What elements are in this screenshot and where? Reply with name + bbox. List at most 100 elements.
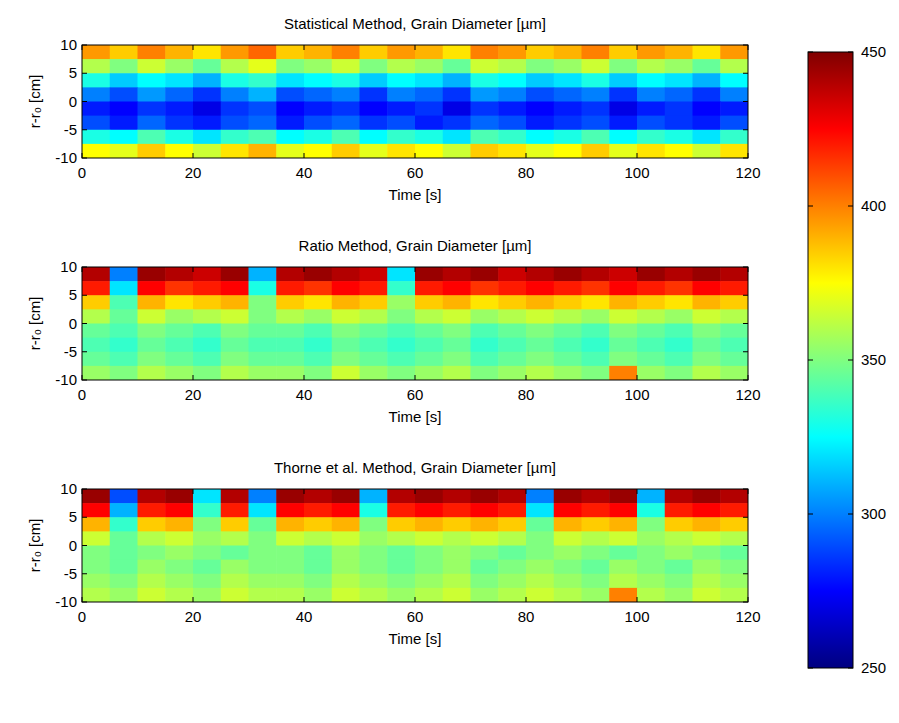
heat-cell	[165, 45, 193, 60]
heat-cell	[554, 309, 582, 324]
heat-cell	[360, 503, 388, 518]
heat-cell	[554, 503, 582, 518]
heat-cell	[221, 517, 249, 532]
heat-cell	[554, 366, 582, 380]
heat-cell	[165, 130, 193, 145]
x-tick-label: 0	[78, 608, 86, 625]
heat-cell	[693, 281, 721, 296]
heat-cell	[665, 45, 693, 60]
heat-cell	[471, 281, 499, 296]
heat-cell	[498, 116, 526, 131]
x-tick-label: 100	[624, 386, 649, 403]
cells	[82, 45, 748, 158]
heat-cell	[720, 574, 748, 589]
heat-cell	[165, 366, 193, 380]
heat-cell	[304, 102, 332, 117]
heat-cell	[304, 338, 332, 353]
heat-cell	[249, 73, 277, 88]
heat-cell	[193, 503, 221, 518]
heat-cell	[665, 574, 693, 589]
x-tick	[193, 153, 194, 158]
heat-cell	[693, 45, 721, 60]
heat-cell	[165, 324, 193, 339]
heat-cell	[609, 546, 637, 561]
heat-cell	[221, 503, 249, 518]
heat-cell	[637, 87, 665, 102]
y-tick	[743, 129, 748, 130]
heat-cell	[471, 489, 499, 504]
heat-cell	[304, 295, 332, 310]
heat-cell	[360, 73, 388, 88]
heat-cell	[637, 517, 665, 532]
heat-cell	[415, 267, 443, 282]
heat-cell	[471, 116, 499, 131]
heat-cell	[582, 87, 610, 102]
heat-cell	[110, 309, 138, 324]
heat-cell	[82, 130, 110, 145]
heat-cell	[332, 281, 360, 296]
heat-cell	[665, 324, 693, 339]
heat-cell	[276, 366, 304, 380]
heat-cell	[249, 45, 277, 60]
heat-cell	[443, 366, 471, 380]
x-tick-label: 120	[735, 386, 760, 403]
colorbar-tick	[808, 360, 813, 361]
heat-cell	[415, 352, 443, 367]
heat-cell	[249, 503, 277, 518]
colorbar-tick	[808, 52, 813, 53]
y-tick	[82, 380, 87, 381]
heat-cell	[637, 352, 665, 367]
y-tick	[82, 267, 87, 268]
heat-cell	[110, 338, 138, 353]
x-tick-label: 20	[185, 164, 202, 181]
heat-cell	[665, 366, 693, 380]
y-tick	[82, 545, 87, 546]
heat-cell	[193, 45, 221, 60]
x-tick	[526, 597, 527, 602]
heat-cell	[221, 574, 249, 589]
heat-cell	[332, 531, 360, 546]
x-tick	[193, 45, 194, 50]
heat-cell	[637, 574, 665, 589]
y-tick	[82, 517, 87, 518]
heat-cell	[138, 503, 166, 518]
heat-cell	[498, 324, 526, 339]
heat-cell	[387, 144, 415, 158]
heat-cell	[415, 45, 443, 60]
heat-cell	[609, 130, 637, 145]
heat-cell	[110, 517, 138, 532]
heat-cell	[582, 531, 610, 546]
heat-cell	[221, 130, 249, 145]
x-tick-label: 40	[296, 386, 313, 403]
heat-cell	[498, 352, 526, 367]
heat-cell	[138, 144, 166, 158]
heat-cell	[498, 560, 526, 575]
heat-cell	[665, 267, 693, 282]
heat-cell	[304, 352, 332, 367]
heat-cell	[387, 59, 415, 74]
x-tick-label: 80	[518, 386, 535, 403]
heat-cell	[443, 116, 471, 131]
colorbar-tick	[808, 514, 813, 515]
heat-cell	[249, 352, 277, 367]
heat-cell	[526, 73, 554, 88]
heat-cell	[609, 503, 637, 518]
heat-cell	[332, 130, 360, 145]
heat-cell	[720, 102, 748, 117]
y-tick	[82, 323, 87, 324]
heat-cell	[443, 324, 471, 339]
heat-cell	[720, 309, 748, 324]
x-tick	[82, 489, 83, 494]
heat-cell	[304, 281, 332, 296]
heat-cell	[193, 309, 221, 324]
heat-cell	[332, 116, 360, 131]
heat-cell	[693, 309, 721, 324]
heat-cell	[637, 102, 665, 117]
heat-cell	[193, 489, 221, 504]
heat-cell	[193, 588, 221, 602]
y-axis-title: r-r₀ [cm]	[26, 519, 43, 573]
heat-cell	[110, 489, 138, 504]
y-tick	[743, 517, 748, 518]
heat-cell	[443, 352, 471, 367]
heat-cell	[332, 45, 360, 60]
